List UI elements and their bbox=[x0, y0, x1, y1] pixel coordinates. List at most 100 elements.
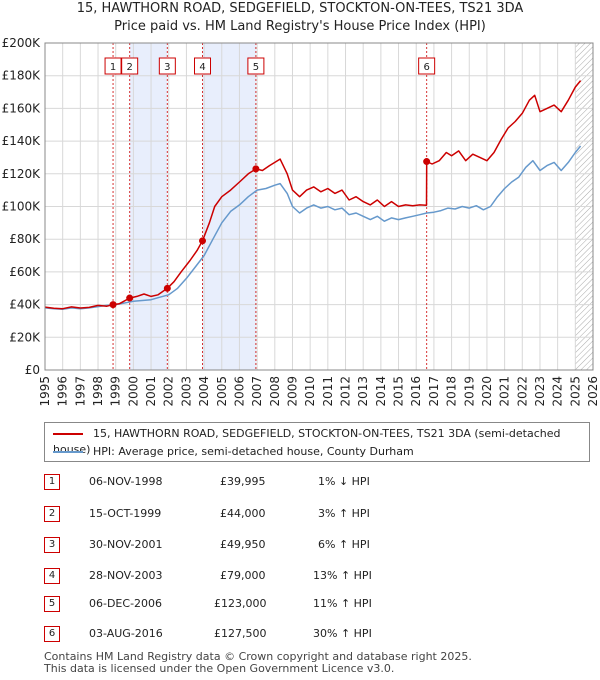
y-tick-label: £40K bbox=[9, 298, 41, 312]
y-tick-label: £0 bbox=[25, 363, 40, 377]
x-tick-label: 2016 bbox=[409, 376, 423, 407]
sale-marker-box bbox=[247, 57, 265, 75]
x-tick-label: 2014 bbox=[374, 376, 388, 407]
x-tick-label: 2015 bbox=[392, 376, 406, 407]
x-tick-label: 2018 bbox=[445, 376, 459, 407]
price-chart: £0 £20K £40K £60K £80K £100K £120K £140K £160K £1… bbox=[2, 36, 600, 407]
sale-date: 30-NOV-2001 bbox=[89, 538, 163, 551]
x-tick-label: 2019 bbox=[462, 376, 476, 407]
sale-point bbox=[252, 165, 260, 173]
sale-marker-box bbox=[104, 57, 122, 75]
y-tick-label: £20K bbox=[9, 330, 41, 344]
sale-marker-label: 6 bbox=[423, 62, 429, 73]
legend-label-hpi: HPI: Average price, semi-detached house,… bbox=[93, 445, 414, 458]
sale-price: £123,000 bbox=[214, 597, 267, 610]
sale-marker-label: 5 bbox=[253, 62, 259, 73]
x-tick-label: 2022 bbox=[515, 376, 529, 407]
sale-badge: 5 bbox=[44, 596, 60, 612]
chart-title: 15, HAWTHORN ROAD, SEDGEFIELD, STOCKTON-… bbox=[76, 1, 524, 16]
table-row: 5 06-DEC-2006 £123,000 11% ↑ HPI bbox=[0, 594, 600, 614]
x-tick-label: 2006 bbox=[232, 376, 246, 407]
legend-item-property: 15, HAWTHORN ROAD, SEDGEFIELD, STOCKTON-… bbox=[53, 426, 589, 456]
y-tick-label: £60K bbox=[9, 265, 41, 279]
legend-swatch-hpi bbox=[53, 451, 83, 453]
sale-badge: 4 bbox=[44, 568, 60, 584]
x-tick-label: 2008 bbox=[268, 376, 282, 407]
sale-price: £49,950 bbox=[220, 538, 266, 551]
sale-date: 06-NOV-1998 bbox=[89, 475, 163, 488]
sale-marker-label: 4 bbox=[199, 62, 205, 73]
footer-copyright: Contains HM Land Registry data © Crown c… bbox=[44, 650, 472, 663]
y-tick-label: £140K bbox=[2, 134, 42, 148]
y-tick-label: £120K bbox=[2, 167, 42, 181]
sale-badge: 3 bbox=[44, 537, 60, 553]
x-tick-label: 2017 bbox=[427, 376, 441, 407]
x-tick-label: 1995 bbox=[38, 376, 52, 407]
sale-date: 06-DEC-2006 bbox=[89, 597, 163, 610]
x-tick-label: 2004 bbox=[197, 376, 211, 407]
x-tick-label: 2001 bbox=[144, 376, 158, 407]
sale-marker-box bbox=[121, 57, 139, 75]
sale-change: 30% ↑ HPI bbox=[313, 627, 372, 640]
sale-marker-label: 1 bbox=[110, 62, 116, 73]
x-tick-label: 1997 bbox=[73, 376, 87, 407]
sale-point bbox=[423, 158, 431, 166]
sale-date: 03-AUG-2016 bbox=[89, 627, 163, 640]
legend-item-hpi: HPI: Average price, semi-detached house,… bbox=[53, 444, 414, 460]
chart-subtitle: Price paid vs. HM Land Registry's House … bbox=[114, 19, 486, 34]
table-row: 3 30-NOV-2001 £49,950 6% ↑ HPI bbox=[0, 535, 600, 555]
sale-point bbox=[199, 237, 207, 245]
x-tick-label: 2011 bbox=[321, 376, 335, 407]
x-tick-label: 2000 bbox=[126, 376, 140, 407]
x-tick-label: 2010 bbox=[303, 376, 317, 407]
sale-change: 3% ↑ HPI bbox=[318, 507, 370, 520]
sale-point bbox=[163, 284, 171, 292]
x-tick-label: 2007 bbox=[250, 376, 264, 407]
sale-marker-box bbox=[418, 57, 436, 75]
property-price-line bbox=[44, 80, 582, 310]
sale-price: £127,500 bbox=[214, 627, 267, 640]
x-tick-label: 2005 bbox=[215, 376, 229, 407]
sale-marker-label: 3 bbox=[164, 62, 170, 73]
sale-badge: 6 bbox=[44, 626, 60, 642]
sale-change: 11% ↑ HPI bbox=[313, 597, 372, 610]
sale-badge: 2 bbox=[44, 506, 60, 522]
x-tick-label: 2026 bbox=[586, 376, 600, 407]
y-tick-label: £160K bbox=[2, 101, 42, 115]
sale-point bbox=[126, 294, 134, 302]
x-tick-label: 2021 bbox=[498, 376, 512, 407]
y-tick-label: £80K bbox=[9, 232, 41, 246]
hpi-line bbox=[44, 145, 582, 310]
x-tick-label: 2020 bbox=[480, 376, 494, 407]
sale-price: £79,000 bbox=[220, 569, 266, 582]
x-tick-label: 1999 bbox=[109, 376, 123, 407]
x-tick-label: 2002 bbox=[162, 376, 176, 407]
plot-frame bbox=[44, 42, 594, 371]
sale-price: £39,995 bbox=[220, 475, 266, 488]
legend-swatch-property bbox=[53, 433, 83, 435]
footer: Contains HM Land Registry data © Crown c… bbox=[44, 651, 472, 675]
x-tick-label: 2025 bbox=[568, 376, 582, 407]
sale-marker-label: 2 bbox=[126, 62, 132, 73]
y-tick-label: £200K bbox=[2, 36, 42, 50]
sale-badge: 1 bbox=[44, 474, 60, 490]
x-tick-label: 2003 bbox=[179, 376, 193, 407]
x-tick-label: 2024 bbox=[551, 376, 565, 407]
sale-change: 13% ↑ HPI bbox=[313, 569, 372, 582]
sale-point bbox=[109, 301, 117, 309]
x-tick-label: 2023 bbox=[533, 376, 547, 407]
table-row: 6 03-AUG-2016 £127,500 30% ↑ HPI bbox=[0, 624, 600, 644]
sale-change: 6% ↑ HPI bbox=[318, 538, 370, 551]
table-row: 2 15-OCT-1999 £44,000 3% ↑ HPI bbox=[0, 504, 600, 524]
sale-date: 28-NOV-2003 bbox=[89, 569, 163, 582]
sale-marker-box bbox=[194, 57, 212, 75]
y-tick-label: £100K bbox=[2, 200, 42, 214]
x-tick-label: 2013 bbox=[356, 376, 370, 407]
sale-price: £44,000 bbox=[220, 507, 266, 520]
x-tick-label: 2012 bbox=[339, 376, 353, 407]
sale-date: 15-OCT-1999 bbox=[89, 507, 162, 520]
x-tick-label: 1998 bbox=[91, 376, 105, 407]
x-tick-label: 1996 bbox=[56, 376, 70, 407]
table-row: 4 28-NOV-2003 £79,000 13% ↑ HPI bbox=[0, 566, 600, 586]
